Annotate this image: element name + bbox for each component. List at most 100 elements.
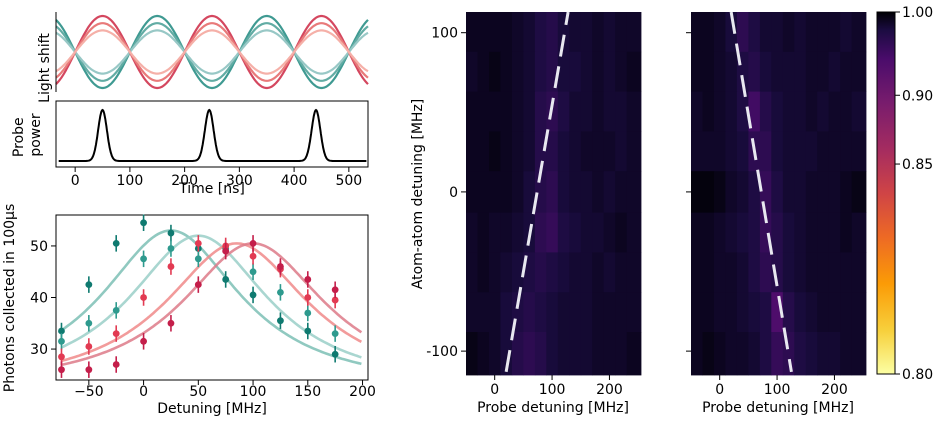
heatmap-cell [615, 91, 628, 132]
heatmap-cell [691, 131, 703, 172]
photons-point-red-light [85, 343, 93, 350]
heatmap-cell [805, 51, 818, 92]
heatmap-cell [557, 292, 570, 333]
time-xlabel: Time [ns] [178, 181, 245, 197]
photons-point-teal-light [304, 309, 312, 317]
heatmap-cell [771, 91, 784, 132]
heatmap-cell [511, 12, 524, 53]
heatmap-cell [511, 51, 524, 92]
heatmap-cell [782, 332, 795, 376]
heatmap-cell [466, 332, 478, 376]
photons-xtick-label: 100 [240, 384, 267, 400]
heatmap-cell [840, 332, 853, 376]
heatmap-left-panel: 0 100 200 100 0 -100 Probe detuning [MHz] Ato… [410, 11, 642, 416]
heatmap-cell [851, 91, 867, 132]
heatmap-cell [615, 212, 628, 253]
heatmap-cell [546, 252, 559, 293]
heatmap-cell [546, 212, 559, 253]
heatmap-cell [840, 131, 853, 172]
heatmap-cell [805, 332, 818, 376]
heatmap-xtick-label: 100 [539, 382, 566, 398]
heatmap-cell [477, 171, 490, 213]
heatmap-cell [736, 12, 749, 53]
heatmap-cell [691, 171, 703, 213]
heatmap-cell [759, 131, 772, 172]
colorbar-gradient [876, 11, 896, 375]
heatmap-cell [851, 252, 867, 293]
heatmap-cell [782, 131, 795, 172]
heatmap-cell [557, 91, 570, 132]
photons-point-teal-dark [85, 281, 93, 289]
photons-fit-teal-mid [60, 234, 362, 359]
heatmap-cell [851, 51, 867, 92]
heatmap-cell [782, 91, 795, 132]
heatmap-cell [511, 292, 524, 333]
heatmap-left-guide-line [504, 11, 570, 373]
heatmap-cell [534, 131, 547, 172]
heatmap-cell [851, 12, 867, 53]
heatmap-cell [569, 131, 582, 172]
light-shift-line-teal-1 [55, 14, 369, 90]
heatmap-cell [771, 51, 784, 92]
photons-fit-red-light [61, 242, 362, 363]
heatmap-ytick-label: -100 [426, 344, 458, 360]
heatmap-cell [702, 171, 715, 213]
colorbar-tick-label: 0.90 [902, 88, 933, 104]
photons-point-teal-dark [331, 350, 339, 358]
heatmap-cell [592, 91, 605, 132]
heatmap-cell [477, 292, 490, 333]
heatmap-cell [489, 171, 501, 213]
heatmap-cell [736, 91, 749, 132]
heatmap-cell [592, 212, 605, 253]
heatmap-cell [771, 292, 784, 333]
heatmap-cell [702, 252, 715, 293]
heatmap-cell [702, 292, 715, 333]
heatmap-cell [477, 12, 490, 53]
heatmap-cell [500, 131, 513, 172]
probe-ylabel-line2: power [28, 113, 44, 157]
heatmap-cell [534, 12, 547, 53]
heatmap-cell [546, 12, 559, 53]
photons-point-teal-dark [222, 276, 230, 283]
heatmap-cell [489, 212, 501, 253]
photons-point-teal-dark [112, 239, 120, 247]
heatmap-cell [782, 12, 795, 53]
heatmap-cell [466, 212, 478, 253]
heatmap-cell [702, 212, 715, 253]
heatmap-cell [817, 131, 830, 172]
heatmap-cell [557, 171, 570, 213]
heatmap-cell [569, 292, 582, 333]
probe-xtick-label: 500 [335, 173, 362, 189]
heatmap-cell [817, 12, 830, 53]
heatmap-cell [569, 12, 582, 53]
probe-power-frame [55, 100, 369, 168]
heatmap-cell [805, 131, 818, 172]
heatmap-cell [477, 332, 490, 376]
heatmap-cell [489, 91, 501, 132]
heatmap-cell [748, 292, 761, 333]
heatmap-cell [489, 12, 501, 53]
heatmap-cell [615, 171, 628, 213]
heatmap-cell [523, 51, 536, 92]
heatmap-cell [759, 212, 772, 253]
photons-point-red-dark [277, 263, 284, 270]
heatmap-cell [736, 292, 749, 333]
heatmap-cell [592, 12, 605, 53]
heatmap-cell [702, 12, 715, 53]
heatmap-cell [511, 332, 524, 376]
heatmap-cell [736, 51, 749, 92]
heatmap-cell [691, 252, 703, 293]
heatmap-cell [725, 131, 738, 172]
heatmap-cell [557, 332, 570, 376]
photons-fit-teal-dark [60, 229, 362, 366]
heatmap-cell [725, 332, 738, 376]
heatmap-cell [691, 12, 703, 53]
heatmap-cell [725, 252, 738, 293]
heatmap-cell [603, 131, 616, 172]
probe-power-panel: 0 100 200 300 400 500 Probe power Time [ns] [11, 100, 369, 197]
heatmap-right-xlabel: Probe detuning [MHz] [702, 400, 854, 416]
heatmap-cell [500, 292, 513, 333]
heatmap-cell [557, 12, 570, 53]
heatmap-cell [626, 91, 642, 132]
probe-xtick-label: 400 [281, 173, 308, 189]
